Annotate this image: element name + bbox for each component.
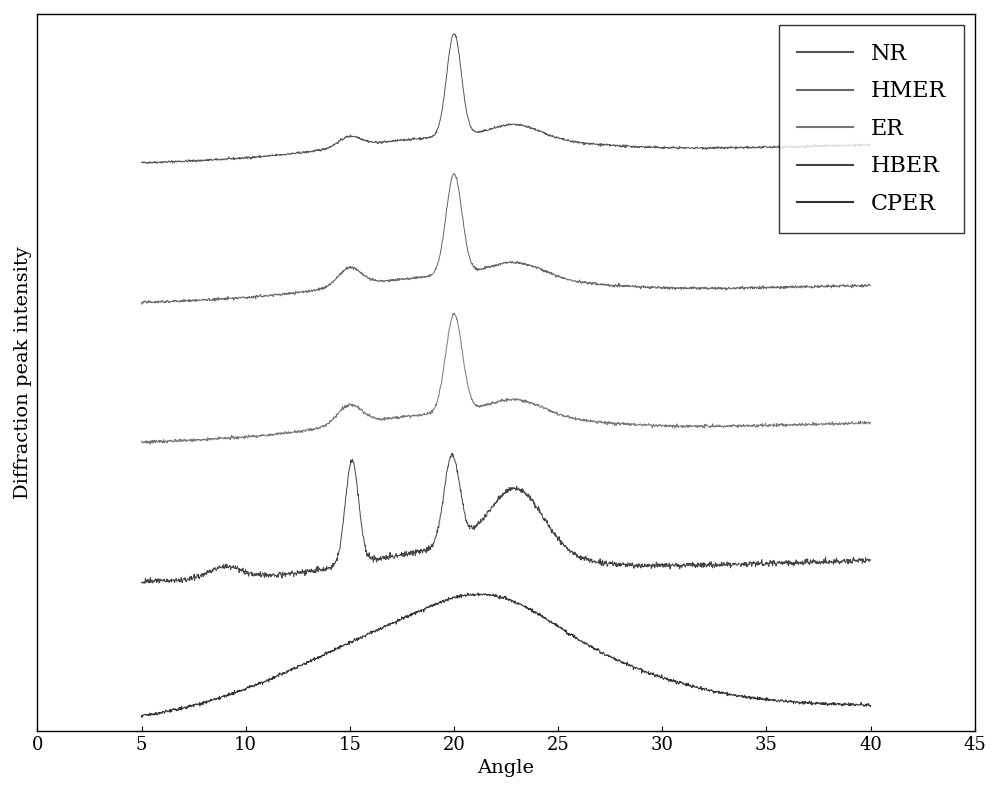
ER xyxy=(136,437,148,446)
CPER xyxy=(600,650,612,660)
NR xyxy=(136,157,148,167)
HMER xyxy=(321,282,333,291)
CPER xyxy=(452,593,464,603)
CPER xyxy=(136,713,148,722)
NR xyxy=(600,140,612,149)
HBER xyxy=(139,579,151,589)
CPER xyxy=(165,706,177,716)
Line: CPER: CPER xyxy=(142,593,871,717)
Legend: NR, HMER, ER, HBER, CPER: NR, HMER, ER, HBER, CPER xyxy=(779,25,964,233)
NR xyxy=(165,156,177,165)
HBER xyxy=(369,554,381,564)
HMER xyxy=(449,169,461,179)
CPER xyxy=(369,626,381,636)
Line: HMER: HMER xyxy=(142,174,871,304)
HBER xyxy=(321,563,333,573)
CPER xyxy=(472,589,484,598)
HBER xyxy=(865,555,877,565)
HBER xyxy=(136,578,148,588)
HBER xyxy=(447,448,459,458)
Line: HBER: HBER xyxy=(142,453,871,584)
NR xyxy=(395,134,407,144)
CPER xyxy=(395,615,407,625)
HMER xyxy=(865,281,877,290)
HBER xyxy=(452,471,464,481)
NR xyxy=(865,139,877,149)
CPER xyxy=(865,701,877,710)
NR xyxy=(369,138,381,147)
HMER xyxy=(600,280,612,290)
CPER xyxy=(136,711,148,721)
HMER xyxy=(136,299,148,308)
ER xyxy=(600,418,612,428)
Y-axis label: Diffraction peak intensity: Diffraction peak intensity xyxy=(14,246,32,498)
NR xyxy=(452,42,464,51)
X-axis label: Angle: Angle xyxy=(478,759,535,777)
ER xyxy=(321,418,333,428)
HMER xyxy=(452,180,464,189)
Line: NR: NR xyxy=(142,34,871,164)
ER xyxy=(452,320,464,330)
ER xyxy=(865,418,877,427)
NR xyxy=(321,143,333,153)
ER xyxy=(369,414,381,423)
HBER xyxy=(600,556,612,566)
HBER xyxy=(395,549,407,558)
NR xyxy=(141,159,153,168)
HBER xyxy=(165,577,177,587)
ER xyxy=(448,308,460,318)
ER xyxy=(144,439,156,448)
HMER xyxy=(165,297,177,306)
CPER xyxy=(321,647,333,657)
Line: ER: ER xyxy=(142,313,871,444)
HMER xyxy=(368,275,380,285)
ER xyxy=(395,411,407,421)
NR xyxy=(448,29,460,39)
HMER xyxy=(394,274,406,284)
ER xyxy=(165,435,177,445)
